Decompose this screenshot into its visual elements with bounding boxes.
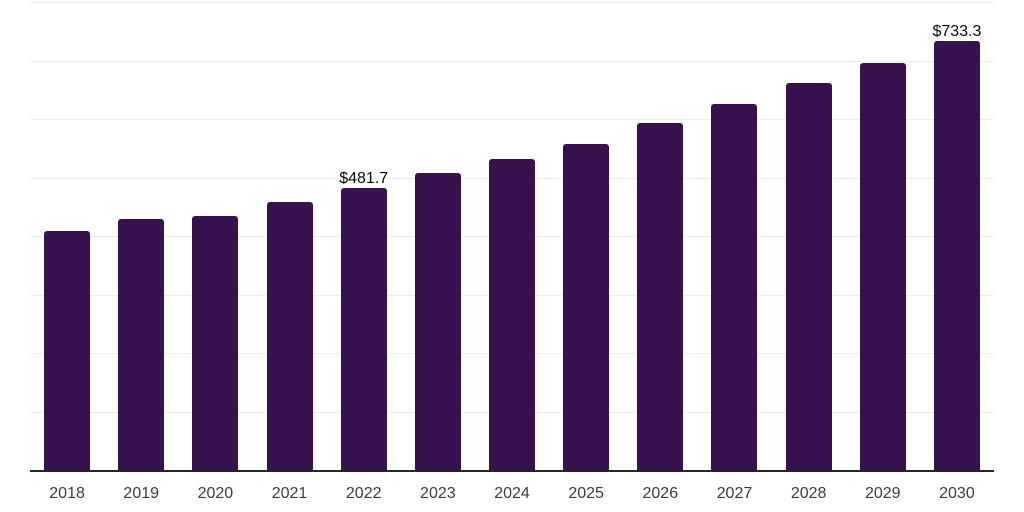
bar-2024	[489, 158, 535, 470]
data-label-2030: $733.3	[932, 23, 982, 41]
x-axis-line	[30, 470, 994, 472]
bar-2023	[414, 173, 461, 470]
bar-2028	[785, 83, 832, 470]
gridline	[30, 119, 994, 120]
bar-2026	[637, 123, 684, 470]
bar-2025	[563, 143, 610, 470]
bar-2027	[711, 103, 758, 470]
x-tick-2020: 2020	[197, 485, 234, 502]
data-label-2022: $481.7	[339, 170, 389, 188]
x-tick-2018: 2018	[49, 485, 85, 502]
bar-2022	[340, 188, 387, 470]
x-tick-2021: 2021	[271, 485, 308, 502]
gridline	[30, 2, 994, 3]
bar-2019	[118, 219, 165, 470]
x-tick-2028: 2028	[790, 485, 827, 502]
x-tick-2026: 2026	[642, 485, 679, 502]
bar-2018	[44, 231, 91, 470]
bar-2029	[859, 62, 906, 470]
x-tick-2030: 2030	[939, 485, 975, 502]
gridline	[30, 60, 994, 62]
x-tick-2023: 2023	[420, 485, 456, 502]
x-tick-2019: 2019	[123, 485, 160, 502]
x-tick-2027: 2027	[716, 485, 753, 502]
bar-2030	[933, 41, 980, 470]
x-tick-2029: 2029	[864, 485, 901, 502]
x-tick-2025: 2025	[568, 485, 604, 502]
x-tick-2024: 2024	[494, 485, 530, 502]
x-tick-2022: 2022	[345, 485, 382, 502]
bar-2020	[192, 216, 239, 470]
bar-2021	[266, 202, 313, 470]
